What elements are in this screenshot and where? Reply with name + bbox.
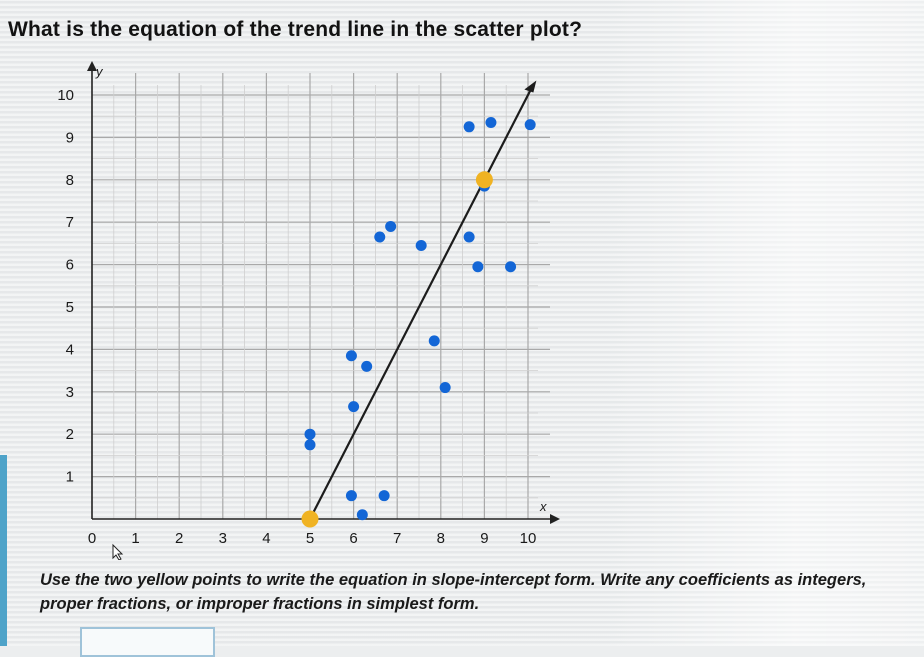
- data-point: [385, 220, 397, 232]
- data-point: [439, 382, 451, 394]
- scatter-points: [304, 117, 536, 521]
- instructions-text: Use the two yellow points to write the e…: [40, 571, 867, 613]
- data-point: [378, 490, 390, 502]
- data-point: [304, 439, 316, 451]
- x-tick-label: 3: [219, 530, 227, 547]
- y-tick-label: 5: [66, 299, 74, 316]
- plot-axes: yx: [87, 61, 560, 524]
- cursor-arrow: [112, 543, 124, 560]
- trend-line-group: [309, 80, 537, 520]
- trend-line-arrow-icon: [524, 80, 537, 93]
- x-tick-label: 7: [393, 530, 401, 547]
- y-axis-label: y: [95, 64, 104, 79]
- question-text: What is the equation of the trend line i…: [8, 18, 583, 41]
- data-point: [524, 119, 536, 131]
- data-point: [463, 231, 475, 243]
- data-point: [348, 401, 360, 413]
- x-tick-label: 2: [175, 530, 183, 547]
- y-axis-arrow-icon: [87, 61, 97, 71]
- x-tick-label: 10: [520, 530, 537, 547]
- data-point: [415, 240, 427, 252]
- x-axis-arrow-icon: [550, 514, 560, 524]
- plot-grid: [92, 73, 550, 519]
- data-point: [345, 350, 357, 362]
- data-point: [361, 360, 373, 372]
- x-tick-label: 5: [306, 530, 314, 547]
- mouse-cursor-icon: [112, 543, 124, 560]
- y-tick-label: 7: [66, 214, 74, 231]
- x-tick-label: 1: [131, 530, 139, 547]
- x-tick-label: 9: [480, 530, 488, 547]
- data-point: [428, 335, 440, 347]
- y-tick-label: 6: [66, 257, 74, 274]
- answer-input[interactable]: [80, 627, 215, 657]
- x-axis-label: x: [539, 499, 547, 514]
- data-point: [463, 121, 475, 133]
- y-tick-label: 2: [66, 426, 74, 443]
- highlight-points: [301, 171, 493, 528]
- y-tick-label: 1: [66, 469, 74, 486]
- data-point: [304, 428, 316, 440]
- trend-line: [309, 86, 534, 520]
- data-point: [472, 261, 484, 273]
- x-tick-label: 0: [88, 530, 96, 547]
- data-point: [505, 261, 517, 273]
- highlight-point: [475, 171, 493, 189]
- data-point: [345, 490, 357, 502]
- data-point: [485, 117, 497, 129]
- tick-labels: 0 1 2 3 4 5 6 7 8 9 10 1 2 3 4 5 6 7 8 9 10: [57, 87, 536, 547]
- y-tick-label: 4: [66, 341, 74, 358]
- y-tick-label: 9: [66, 129, 74, 146]
- y-tick-label: 3: [66, 384, 74, 401]
- data-point: [374, 231, 386, 243]
- left-edge-strip: [0, 455, 7, 646]
- highlight-point: [301, 510, 319, 528]
- y-tick-label: 8: [66, 172, 74, 189]
- x-tick-label: 8: [437, 530, 445, 547]
- x-tick-label: 6: [349, 530, 357, 547]
- data-point: [356, 509, 368, 521]
- x-tick-label: 4: [262, 530, 270, 547]
- y-tick-label: 10: [57, 87, 74, 104]
